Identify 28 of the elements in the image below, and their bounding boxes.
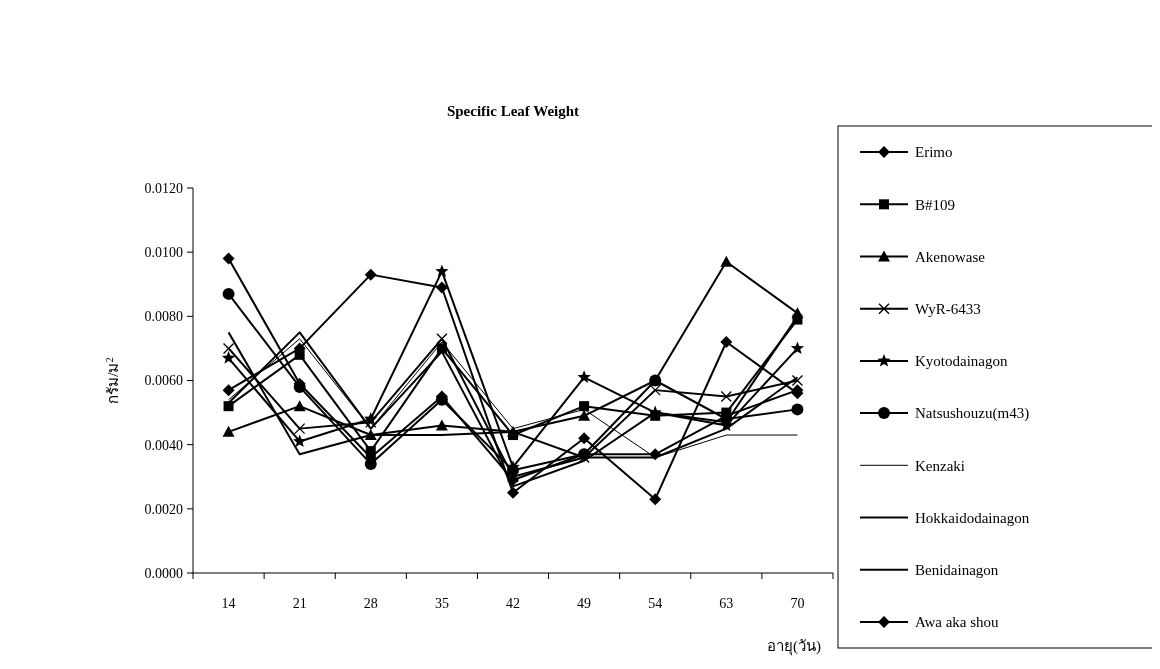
x-tick-label: 28 <box>363 596 378 611</box>
x-tick-label: 42 <box>506 596 520 611</box>
x-tick-label: 54 <box>648 596 663 611</box>
x-tick-label: 49 <box>577 596 592 611</box>
x-axis-title: อายุ(วัน) <box>767 638 821 656</box>
y-tick-label: 0.0060 <box>144 373 183 389</box>
y-tick-label: 0.0000 <box>144 565 183 581</box>
legend-label: Kyotodainagon <box>915 353 1008 370</box>
legend-label: Awa aka shou <box>915 614 1000 631</box>
legend-label: Natsushouzu(m43) <box>915 405 1030 423</box>
x-tick-label: 63 <box>719 596 734 611</box>
y-tick-label: 0.0080 <box>144 309 183 325</box>
x-tick-label: 70 <box>790 596 805 611</box>
legend-label: Akenowase <box>915 248 986 265</box>
x-tick-label: 14 <box>221 596 236 611</box>
x-tick-label: 35 <box>434 596 449 611</box>
y-tick-label: 0.0040 <box>144 437 183 453</box>
y-tick-label: 0.0100 <box>144 245 183 261</box>
legend-label: Erimo <box>915 144 953 161</box>
legend-label: Hokkaidodainagon <box>915 509 1030 526</box>
chart-title: Specific Leaf Weight <box>446 103 580 119</box>
x-tick-label: 21 <box>292 596 307 611</box>
legend-label: WyR-6433 <box>915 300 981 317</box>
y-tick-label: 0.0120 <box>144 180 183 196</box>
legend-label: Kenzaki <box>915 457 965 474</box>
legend-label: B#109 <box>915 196 956 213</box>
legend-label: Benidainagon <box>915 561 999 578</box>
y-tick-label: 0.0020 <box>144 501 183 517</box>
